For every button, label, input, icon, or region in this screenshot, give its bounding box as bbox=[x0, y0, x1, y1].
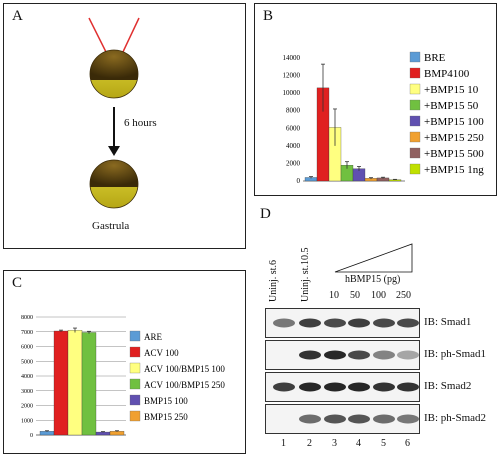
y-tick-label: 12000 bbox=[283, 72, 301, 80]
legend-swatch-6 bbox=[129, 410, 141, 422]
y-tick-label: 4000 bbox=[286, 142, 301, 150]
panel-b: B 0 2000 4000 6000 8000 10000 12000 14000 BRE BMP… bbox=[254, 3, 497, 196]
blot-label-smad1: IB: Smad1 bbox=[424, 316, 472, 328]
legend-label-4: ACV 100/BMP15 250 bbox=[144, 380, 225, 390]
y-tick-label: 6000 bbox=[21, 345, 33, 351]
gastrula-embryo bbox=[90, 160, 138, 208]
legend-label-8: +BMP15 1ng bbox=[424, 164, 484, 176]
legend-swatch-2 bbox=[129, 346, 141, 358]
legend-label-2: BMP4100 bbox=[424, 68, 470, 80]
legend-swatch-4 bbox=[409, 99, 421, 111]
legend-label-5: BMP15 100 bbox=[144, 396, 188, 406]
y-tick-label: 14000 bbox=[283, 54, 301, 62]
y-tick-label: 7000 bbox=[21, 330, 33, 336]
lane-number-1: 1 bbox=[281, 438, 286, 449]
dose-250: 250 bbox=[396, 290, 411, 301]
y-tick-label: 4000 bbox=[21, 374, 33, 380]
bar-2 bbox=[53, 330, 69, 436]
blot-label-ph-smad1: IB: ph-Smad1 bbox=[424, 348, 487, 360]
panel-a: A 6 hours Gastrula bbox=[3, 3, 246, 249]
panel-d-label: D bbox=[260, 206, 271, 222]
y-tick-label: 5000 bbox=[21, 359, 33, 365]
legend-swatch-5 bbox=[409, 115, 421, 127]
legend-label-1: BRE bbox=[424, 52, 446, 64]
panel-c: C 0 1000 2000 3000 4000 5000 6000 7000 8000 ARE AC… bbox=[3, 270, 246, 454]
chart-b: 0 2000 4000 6000 8000 10000 12000 14000 BRE BMP41… bbox=[283, 51, 484, 185]
blot-ph-smad1 bbox=[265, 340, 420, 370]
legend-swatch-1 bbox=[409, 51, 421, 63]
legend-label-3: ACV 100/BMP15 100 bbox=[144, 364, 225, 374]
legend-label-2: ACV 100 bbox=[144, 348, 179, 358]
legend-label-3: +BMP15 10 bbox=[424, 84, 479, 96]
y-tick-label: 8000 bbox=[286, 107, 301, 115]
blot-label-smad2: IB: Smad2 bbox=[424, 380, 472, 392]
legend-swatch-5 bbox=[129, 394, 141, 406]
chart-c: 0 1000 2000 3000 4000 5000 6000 7000 8000 ARE ACV … bbox=[21, 315, 225, 439]
lane-number-4: 4 bbox=[356, 438, 361, 449]
blastula-embryo bbox=[90, 50, 138, 98]
legend-swatch-6 bbox=[409, 131, 421, 143]
blot-label-ph-smad2: IB: ph-Smad2 bbox=[424, 412, 487, 424]
legend-swatch-7 bbox=[409, 147, 421, 159]
y-tick-label: 10000 bbox=[283, 89, 301, 97]
legend-label-6: +BMP15 250 bbox=[424, 132, 484, 144]
lane-header-2: Uninj. st.10.5 bbox=[300, 247, 311, 302]
y-tick-label: 2000 bbox=[21, 404, 33, 410]
panel-a-label: A bbox=[12, 8, 23, 24]
legend-swatch-2 bbox=[409, 67, 421, 79]
legend-swatch-8 bbox=[409, 163, 421, 175]
panel-c-label: C bbox=[12, 275, 23, 291]
lane-number-3: 3 bbox=[332, 438, 337, 449]
dose-50: 50 bbox=[350, 290, 360, 301]
dose-100: 100 bbox=[371, 290, 386, 301]
injection-needle-right bbox=[121, 17, 140, 55]
blot-smad2 bbox=[265, 372, 420, 402]
legend-label-6: BMP15 250 bbox=[144, 412, 188, 422]
arrow-head bbox=[108, 146, 120, 156]
time-label: 6 hours bbox=[124, 117, 157, 129]
lane-number-2: 2 bbox=[307, 438, 312, 449]
lane-number-5: 5 bbox=[381, 438, 386, 449]
y-tick-label: 0 bbox=[297, 177, 301, 185]
legend-swatch-3 bbox=[129, 362, 141, 374]
panel-b-label: B bbox=[263, 8, 274, 24]
bar-4 bbox=[81, 332, 97, 436]
y-tick-label: 6000 bbox=[286, 124, 301, 132]
y-tick-label: 3000 bbox=[21, 389, 33, 395]
y-tick-label: 1000 bbox=[21, 418, 33, 424]
y-tick-label: 2000 bbox=[286, 159, 301, 167]
legend-swatch-4 bbox=[129, 378, 141, 390]
y-tick-label: 8000 bbox=[21, 315, 33, 321]
legend-label-4: +BMP15 50 bbox=[424, 100, 479, 112]
blot-ph-smad2 bbox=[265, 404, 420, 434]
injection-needle-left bbox=[88, 17, 108, 55]
legend-label-1: ARE bbox=[144, 332, 163, 342]
legend-swatch-3 bbox=[409, 83, 421, 95]
dose-10: 10 bbox=[329, 290, 339, 301]
dose-label: hBMP15 (pg) bbox=[345, 274, 401, 285]
legend-label-5: +BMP15 100 bbox=[424, 116, 484, 128]
lane-number-6: 6 bbox=[405, 438, 410, 449]
legend-label-7: +BMP15 500 bbox=[424, 148, 484, 160]
lane-header-1: Uninj. st.6 bbox=[268, 260, 279, 302]
gastrula-caption: Gastrula bbox=[92, 220, 130, 232]
bar-3 bbox=[67, 330, 83, 436]
legend-swatch-1 bbox=[129, 330, 141, 342]
y-tick-label: 0 bbox=[30, 433, 33, 439]
blot-smad1 bbox=[265, 308, 420, 338]
embryo-illustration bbox=[88, 17, 140, 209]
